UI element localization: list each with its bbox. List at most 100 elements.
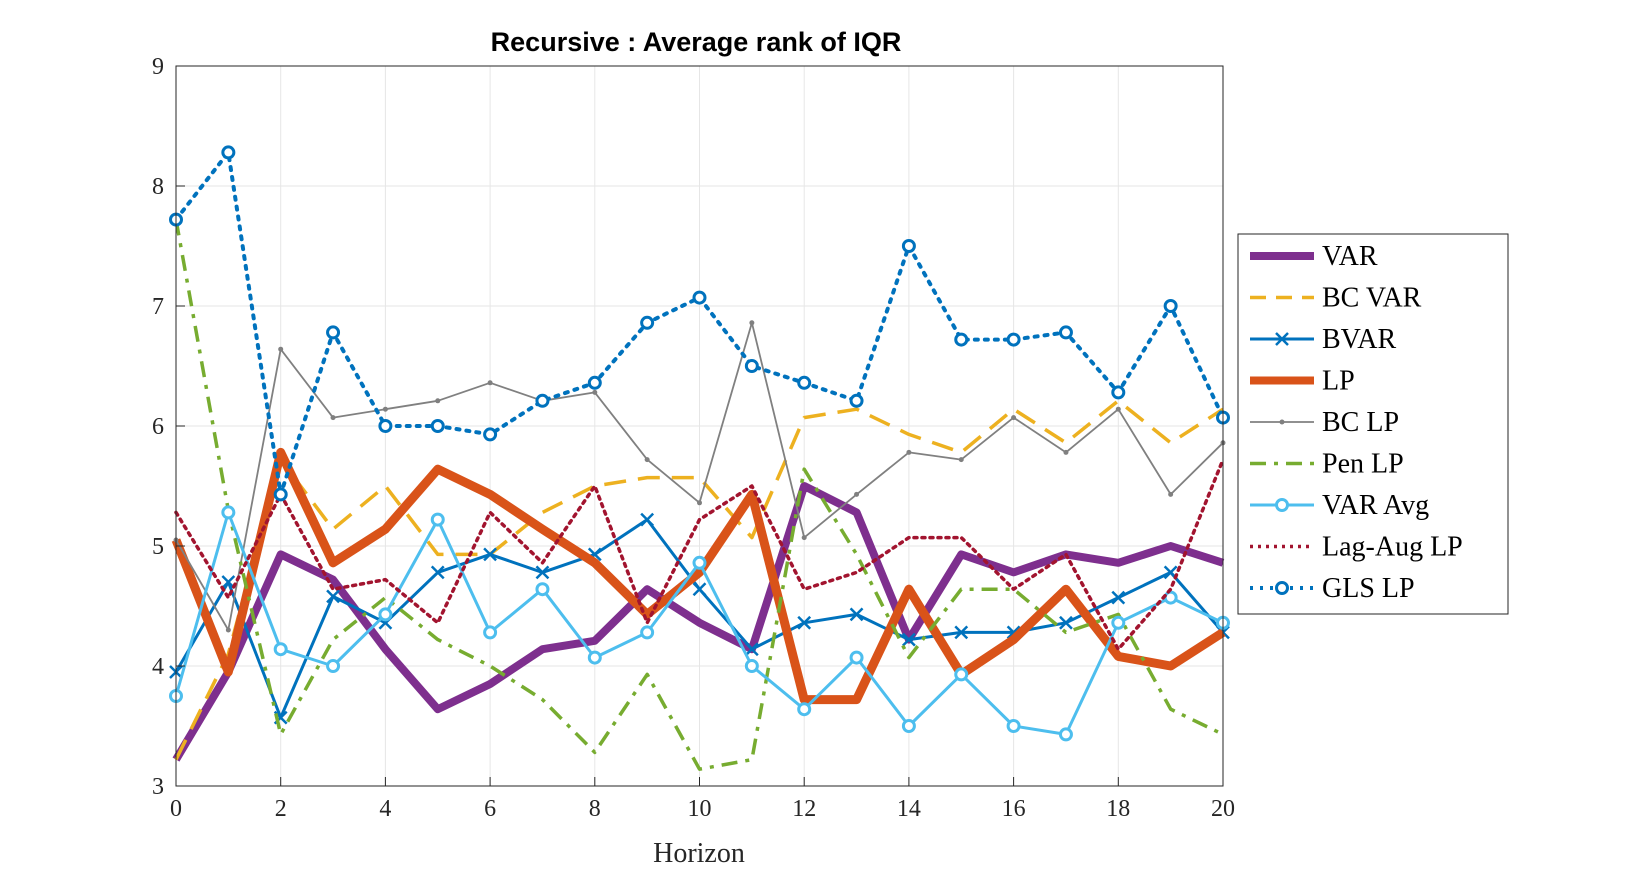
point-bc-lp-marker — [958, 457, 964, 463]
x-axis-label: Horizon — [653, 838, 745, 869]
point-bc-lp-marker — [697, 500, 702, 506]
point-gls-lp-marker — [483, 427, 498, 442]
point-bc-lp-marker — [435, 398, 441, 404]
series-layer — [169, 145, 1230, 771]
point-var-avg-marker — [483, 625, 498, 640]
y-tick-label: 8 — [152, 174, 164, 200]
point-var-avg-marker — [587, 650, 602, 665]
point-gls-lp-marker — [849, 393, 864, 408]
point-bc-lp-marker — [225, 627, 231, 633]
legend-var-avg-marker — [1275, 498, 1289, 512]
legend-label: Lag-Aug LP — [1322, 532, 1463, 563]
x-tick-label: 14 — [897, 796, 921, 822]
point-gls-lp-marker — [587, 375, 602, 390]
point-bc-lp-marker — [382, 406, 388, 412]
legend-label: LP — [1322, 366, 1355, 397]
legend: VAR BC VAR BVAR LP BC LP Pen LP VAR Avg Lag-Aug… — [1237, 233, 1509, 615]
x-tick-label: 4 — [379, 796, 391, 822]
y-tick-label: 4 — [152, 654, 164, 680]
point-var-avg-marker — [954, 667, 969, 682]
point-bvar-marker — [640, 512, 655, 527]
x-tick-label: 10 — [688, 796, 712, 822]
point-var-avg-marker — [901, 719, 916, 733]
point-bc-lp-marker — [330, 415, 336, 421]
legend-label: VAR Avg — [1322, 490, 1429, 521]
x-tick-label: 0 — [170, 796, 182, 822]
series-line-lp — [171, 447, 1226, 705]
chart-title: Recursive : Average rank of IQR — [491, 27, 902, 57]
point-gls-lp-marker — [430, 419, 445, 433]
legend-item-bc-lp: BC LP — [1250, 407, 1399, 438]
series-gls-lp — [169, 145, 1230, 502]
point-var-avg-marker — [1163, 590, 1178, 605]
point-var-avg-marker — [744, 659, 759, 673]
point-bvar-marker — [483, 547, 497, 562]
point-bc-lp-marker — [592, 389, 598, 395]
legend-label: Pen LP — [1322, 449, 1404, 480]
legend-item-lp: LP — [1250, 366, 1355, 397]
legend-label: VAR — [1322, 241, 1378, 272]
series-line-pen-lp — [174, 219, 1224, 771]
point-var-avg-marker — [221, 505, 236, 520]
point-gls-lp-marker — [535, 393, 550, 408]
point-bvar-marker — [849, 607, 864, 622]
point-bvar-marker — [797, 615, 812, 630]
point-var-avg-marker — [326, 659, 341, 673]
series-line-bc-var — [174, 399, 1224, 761]
point-bc-lp-marker — [1168, 491, 1174, 497]
point-bc-lp-marker — [801, 535, 807, 541]
series-bvar — [169, 512, 1230, 725]
y-tick-label: 9 — [152, 54, 164, 80]
point-gls-lp-marker — [1163, 299, 1178, 313]
point-var-avg-marker — [378, 607, 393, 622]
point-gls-lp-marker — [797, 375, 812, 390]
point-bc-lp-marker — [644, 457, 650, 463]
point-bvar-marker — [744, 642, 759, 657]
x-tick-label: 18 — [1106, 796, 1130, 822]
legend-bc-lp-marker — [1279, 419, 1285, 425]
y-tick-label: 7 — [152, 294, 164, 320]
series-line-var — [172, 482, 1225, 762]
axes: 0 2 4 6 8 10 12 14 16 18 20 3 4 5 6 7 8 9 — [152, 54, 1235, 822]
series-bc-var — [174, 399, 1224, 761]
x-tick-label: 8 — [589, 796, 601, 822]
point-gls-lp-marker — [954, 332, 969, 347]
point-gls-lp-marker — [378, 419, 393, 433]
point-var-avg-marker — [1006, 719, 1021, 733]
legend-item-gls-lp: GLS LP — [1250, 573, 1415, 604]
legend-item-lag-aug-lp: Lag-Aug LP — [1250, 532, 1463, 563]
legend-label: BC LP — [1322, 407, 1399, 438]
series-var — [172, 482, 1225, 762]
legend-bvar-marker — [1275, 332, 1289, 346]
point-var-avg-marker — [430, 512, 445, 527]
y-tick-label: 6 — [152, 414, 164, 440]
point-gls-lp-marker — [326, 325, 341, 340]
series-lp — [171, 447, 1226, 705]
series-bc-lp — [173, 320, 1226, 633]
point-bc-lp-marker — [487, 380, 493, 386]
point-gls-lp-marker — [640, 315, 655, 330]
point-gls-lp-marker — [1111, 385, 1126, 400]
point-bc-lp-marker — [1115, 406, 1121, 412]
point-bc-lp-marker — [749, 320, 755, 326]
point-bvar-marker — [902, 632, 916, 647]
point-gls-lp-marker — [273, 487, 288, 502]
point-bc-lp-marker — [854, 491, 860, 497]
legend-label: BVAR — [1322, 324, 1397, 355]
point-gls-lp-marker — [692, 290, 707, 305]
point-var-avg-marker — [797, 702, 812, 717]
point-gls-lp-marker — [1006, 332, 1021, 347]
point-var-avg-marker — [640, 625, 655, 640]
point-gls-lp-marker — [221, 145, 236, 160]
x-tick-label: 16 — [1002, 796, 1026, 822]
point-bvar-marker — [430, 565, 445, 580]
y-tick-label: 5 — [152, 534, 164, 560]
legend-label: GLS LP — [1322, 573, 1415, 604]
point-bc-lp-marker — [906, 449, 912, 455]
legend-item-bc-var: BC VAR — [1250, 283, 1422, 314]
point-bc-lp-marker — [278, 346, 284, 352]
legend-item-var-avg: VAR Avg — [1250, 490, 1429, 521]
legend-gls-lp-marker — [1275, 581, 1289, 595]
point-bvar-marker — [692, 582, 707, 597]
